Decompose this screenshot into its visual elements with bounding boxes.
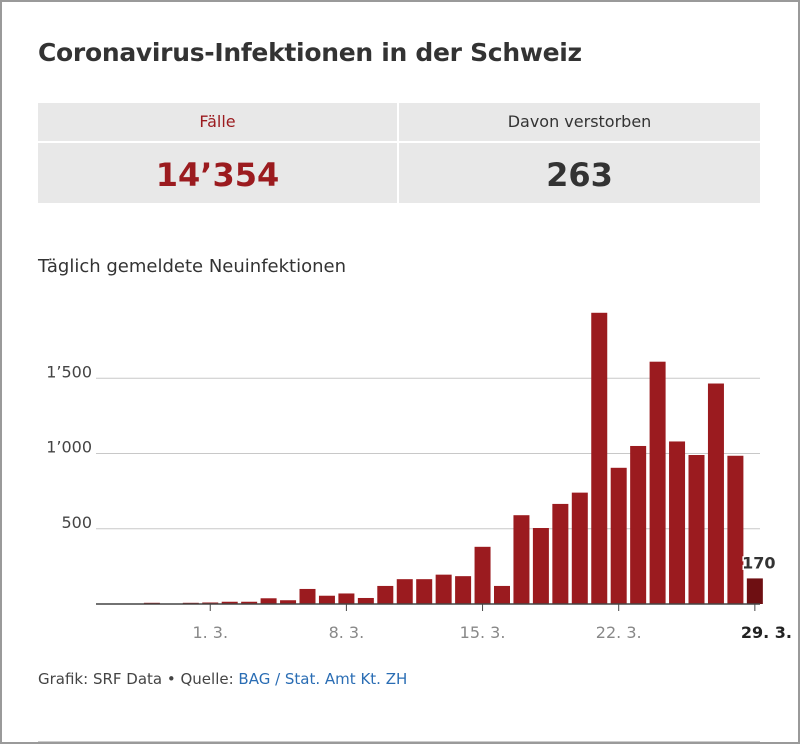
source-link[interactable]: BAG / Stat. Amt Kt. ZH [238,670,408,688]
x-tick-label: 22. 3. [596,623,642,642]
bar [416,579,433,604]
bar [202,602,219,604]
column-divider [397,103,399,203]
deaths-value: 263 [546,156,613,194]
cases-value: 14’354 [155,156,280,194]
deaths-label: Davon verstorben [507,112,652,131]
footer-prefix: Grafik: SRF Data • Quelle: [38,670,239,688]
bar [435,574,452,604]
bar [338,593,355,604]
bar [377,585,394,604]
bar [630,445,647,604]
bar [513,515,530,604]
bottom-divider [38,741,760,742]
bar [688,455,705,604]
bar [552,503,569,604]
x-tick-label: 1. 3. [192,623,228,642]
x-tick-label: 29. 3. [741,623,792,642]
bar [241,601,258,604]
bar [649,361,666,604]
bar [610,467,627,604]
bar [455,576,472,604]
page-title: Coronavirus-Infektionen in der Schweiz [38,38,582,67]
bar [727,455,744,604]
bar [669,441,686,604]
row-divider [38,141,760,143]
x-tick-label: 8. 3. [329,623,365,642]
y-tick-label: 1’500 [46,362,92,381]
bar [591,312,608,604]
cases-label: Fälle [199,112,236,131]
bar [746,578,763,604]
bar [221,601,238,604]
y-tick-label: 1’000 [46,438,92,457]
x-tick-label: 15. 3. [460,623,506,642]
y-tick-label: 500 [61,513,92,532]
chart-title: Täglich gemeldete Neuinfektionen [38,256,346,277]
bar [357,597,374,604]
bar-chart: 500 1’000 1’500 170 1. 3. 8. 3. 15. 3. 22. 3. 29… [46,312,792,642]
bar-value-label: 170 [742,553,775,572]
bar [707,383,724,604]
bar [532,527,549,604]
stats-table: Fälle Davon verstorben 14’354 263 [38,103,760,203]
source-footer: Grafik: SRF Data • Quelle: BAG / Stat. A… [38,670,407,688]
bar [571,492,588,604]
bar [396,579,413,604]
bar [260,598,277,604]
bar [474,546,491,604]
bar [494,585,510,604]
bar [318,595,335,604]
bar [280,600,297,604]
bar [299,588,316,604]
